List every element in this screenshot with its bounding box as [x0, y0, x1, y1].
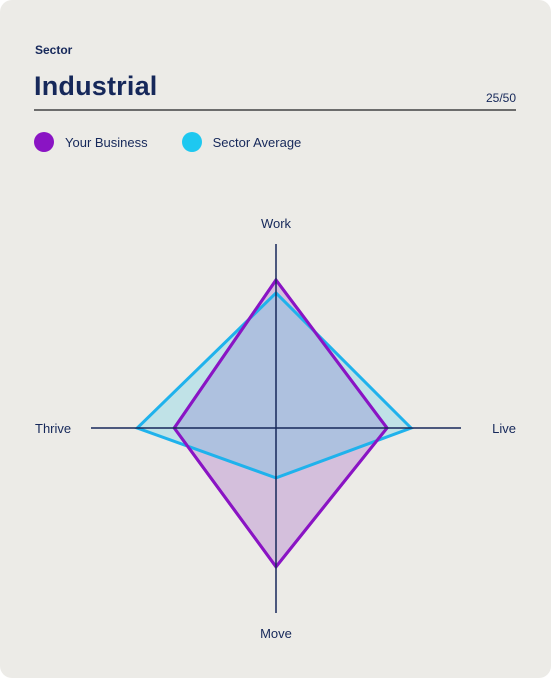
legend-swatch-sector-average — [181, 132, 202, 152]
section-label: Sector — [35, 43, 73, 57]
axis-label-live: Live — [492, 421, 516, 436]
page-title: Industrial — [34, 71, 158, 101]
axis-labels-layer: Work Live Move Thrive — [35, 216, 516, 641]
axis-label-work: Work — [261, 216, 292, 231]
legend-label-your-business: Your Business — [65, 134, 148, 150]
score-value: 25/50 — [485, 91, 516, 105]
axis-label-move: Move — [260, 626, 292, 641]
legend-item-sector-average[interactable]: Sector Average — [181, 132, 302, 152]
series-layer — [134, 277, 414, 570]
chart-legend: Your Business Sector Average — [34, 132, 335, 152]
title-divider — [34, 109, 516, 111]
legend-item-your-business[interactable]: Your Business — [34, 132, 148, 152]
legend-swatch-your-business — [34, 132, 54, 152]
axes-layer — [91, 244, 461, 613]
legend-label-sector-average: Sector Average — [212, 134, 302, 150]
axis-label-thrive: Thrive — [35, 421, 71, 436]
